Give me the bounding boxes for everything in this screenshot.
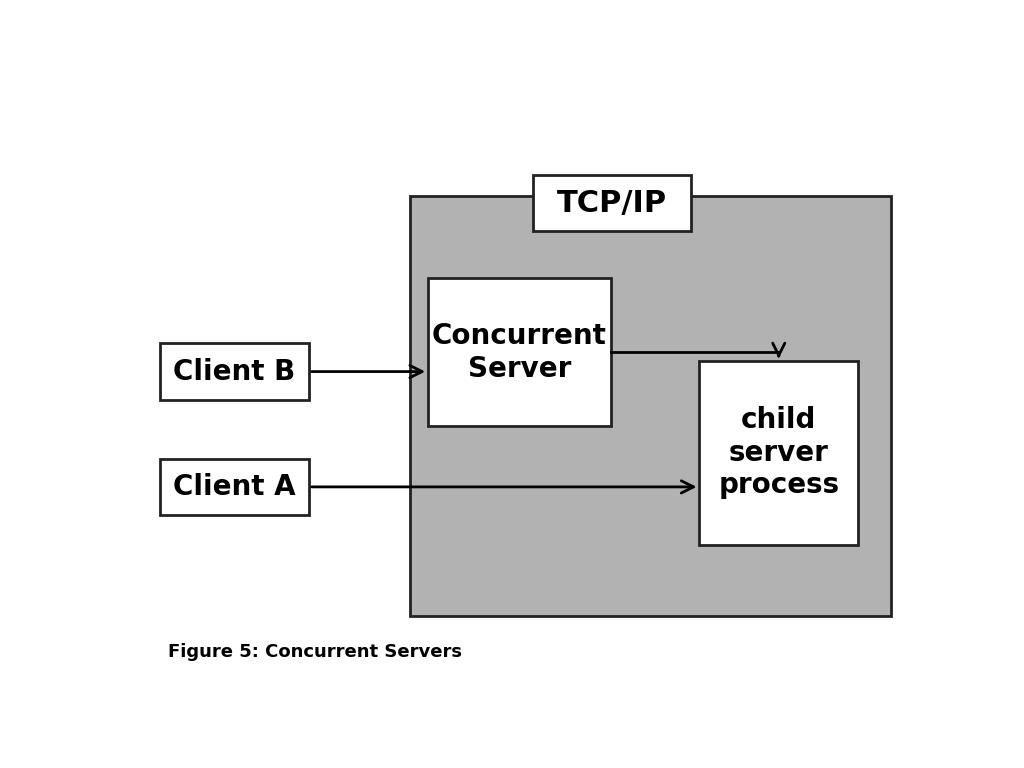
Text: child
server
process: child server process — [718, 406, 840, 499]
Bar — [428, 279, 610, 426]
Text: TCP/IP: TCP/IP — [557, 188, 668, 217]
Bar — [699, 361, 858, 545]
Text: Figure 5: Concurrent Servers: Figure 5: Concurrent Servers — [168, 643, 462, 661]
Bar — [160, 343, 309, 399]
Text: Client A: Client A — [173, 473, 296, 501]
Text: Concurrent
Server: Concurrent Server — [432, 322, 606, 382]
Bar — [160, 458, 309, 515]
Text: Client B: Client B — [173, 358, 296, 386]
Bar — [532, 175, 691, 231]
Bar — [410, 196, 892, 615]
